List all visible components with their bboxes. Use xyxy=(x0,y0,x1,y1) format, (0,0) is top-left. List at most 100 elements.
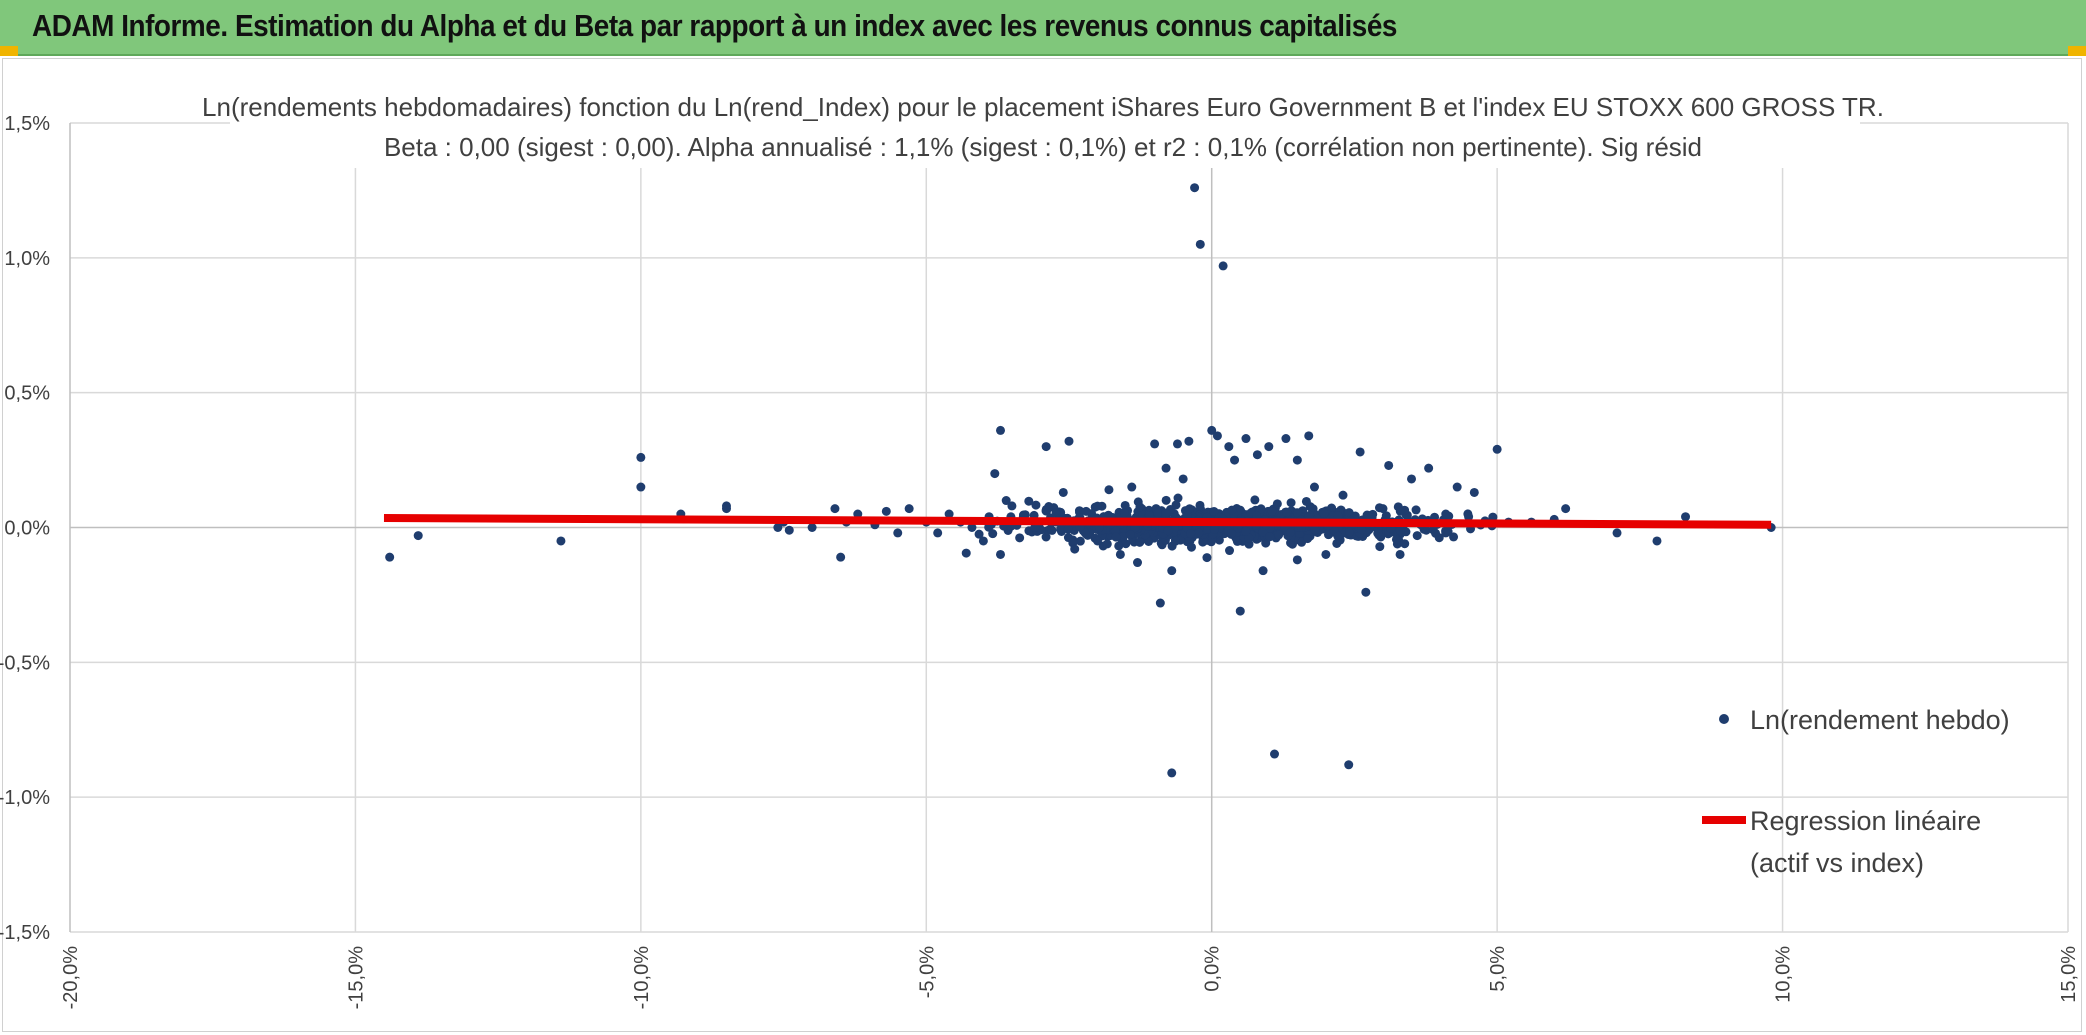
scatter-point xyxy=(1001,496,1011,506)
scatter-point xyxy=(1431,528,1441,538)
scatter-point xyxy=(1224,442,1234,452)
scatter-point xyxy=(1167,768,1177,778)
scatter-point xyxy=(944,509,954,519)
scatter-point xyxy=(1252,450,1262,460)
scatter-point xyxy=(1212,431,1222,441)
scatter-point xyxy=(1195,500,1205,510)
scatter-point xyxy=(1292,555,1302,565)
scatter-point xyxy=(1080,528,1090,538)
scatter-point xyxy=(1167,566,1177,576)
scatter-point xyxy=(1184,436,1194,446)
chart-frame xyxy=(2,58,2082,1032)
scatter-point xyxy=(1015,533,1025,543)
scatter-point xyxy=(1058,487,1068,497)
scatter-point xyxy=(721,504,731,514)
scatter-point xyxy=(1203,524,1213,534)
chart-subtitle: Beta : 0,00 (sigest : 0,00). Alpha annua… xyxy=(383,132,1703,162)
scatter-point xyxy=(1612,528,1622,538)
scatter-point xyxy=(830,504,840,514)
y-tick-label: 0,0% xyxy=(4,518,50,540)
scatter-point xyxy=(995,549,1005,559)
scatter-point xyxy=(1272,499,1282,509)
scatter-point xyxy=(1373,528,1383,538)
scatter-point xyxy=(1391,534,1401,544)
y-tick-label: 1,0% xyxy=(4,248,50,270)
scatter-point xyxy=(1153,508,1163,518)
scatter-point xyxy=(1235,606,1245,616)
scatter-point xyxy=(967,523,977,532)
scatter-point xyxy=(1133,558,1143,568)
scatter-point xyxy=(1333,531,1343,541)
scatter-point xyxy=(1115,549,1125,559)
scatter-point xyxy=(1209,524,1219,534)
scatter-point xyxy=(978,536,988,546)
scatter-point xyxy=(1093,501,1103,511)
scatter-point xyxy=(1411,505,1421,515)
scatter-point xyxy=(1225,546,1235,556)
scatter-point xyxy=(904,504,914,514)
scatter-point xyxy=(1241,526,1251,536)
scatter-point xyxy=(1155,598,1165,608)
scatter-point xyxy=(1007,501,1017,511)
scatter-point xyxy=(1292,508,1302,518)
x-tick-label: 5,0% xyxy=(1487,946,1509,992)
scatter-point xyxy=(1030,523,1040,532)
scatter-point xyxy=(1031,500,1041,510)
scatter-point xyxy=(995,425,1005,435)
scatter-point xyxy=(1361,587,1371,597)
scatter-point xyxy=(1301,496,1311,506)
scatter-point xyxy=(1362,510,1372,520)
scatter-point xyxy=(1230,455,1240,465)
corner-marker-left xyxy=(0,46,18,56)
scatter-point xyxy=(1488,512,1498,522)
scatter-point xyxy=(1161,508,1171,518)
scatter-point xyxy=(1244,533,1254,543)
scatter-point xyxy=(1381,511,1391,521)
scatter-point xyxy=(1452,482,1462,492)
scatter-point xyxy=(636,452,646,462)
scatter-point xyxy=(556,536,566,546)
scatter-point xyxy=(1135,537,1145,547)
scatter-point xyxy=(988,529,998,539)
scatter-point xyxy=(1333,511,1343,521)
scatter-point xyxy=(1309,482,1319,492)
scatter-point xyxy=(1412,531,1422,541)
scatter-point xyxy=(1161,463,1171,473)
x-tick-label: -5,0% xyxy=(916,946,938,998)
y-tick-label: -0,5% xyxy=(0,652,50,674)
scatter-point xyxy=(1303,534,1313,544)
scatter-point xyxy=(1378,504,1388,514)
scatter-point xyxy=(1075,507,1085,517)
scatter-point xyxy=(1081,506,1091,516)
scatter-point xyxy=(1375,542,1385,552)
scatter-point xyxy=(1267,507,1277,517)
scatter-point xyxy=(1395,506,1405,516)
scatter-point xyxy=(1250,495,1260,505)
regression-line-path xyxy=(383,514,1772,529)
scatter-point xyxy=(1421,525,1431,535)
scatter-point xyxy=(1190,183,1200,193)
scatter-point xyxy=(1286,498,1296,508)
x-tick-label: 0,0% xyxy=(1202,946,1224,992)
scatter-point xyxy=(1119,508,1129,518)
scatter-point xyxy=(1344,508,1354,518)
scatter-point xyxy=(1281,434,1291,444)
scatter-point xyxy=(1064,436,1074,446)
scatter-point xyxy=(1135,502,1145,512)
scatter-point xyxy=(1424,463,1434,473)
scatter-point xyxy=(636,482,646,492)
chart-title: Ln(rendements hebdomadaires) fonction du… xyxy=(202,92,1884,122)
scatter-point xyxy=(1172,439,1182,449)
scatter-point xyxy=(1121,539,1131,549)
scatter-point xyxy=(1464,512,1474,522)
scatter-point xyxy=(1104,485,1114,495)
scatter-point xyxy=(1256,504,1266,514)
scatter-point xyxy=(1264,442,1274,452)
y-tick-label: 0,5% xyxy=(4,383,50,405)
scatter-point xyxy=(1102,539,1112,549)
corner-marker-right xyxy=(2068,46,2086,56)
scatter-point xyxy=(1258,527,1268,537)
scatter-point xyxy=(1195,239,1205,249)
scatter-point xyxy=(853,509,863,519)
